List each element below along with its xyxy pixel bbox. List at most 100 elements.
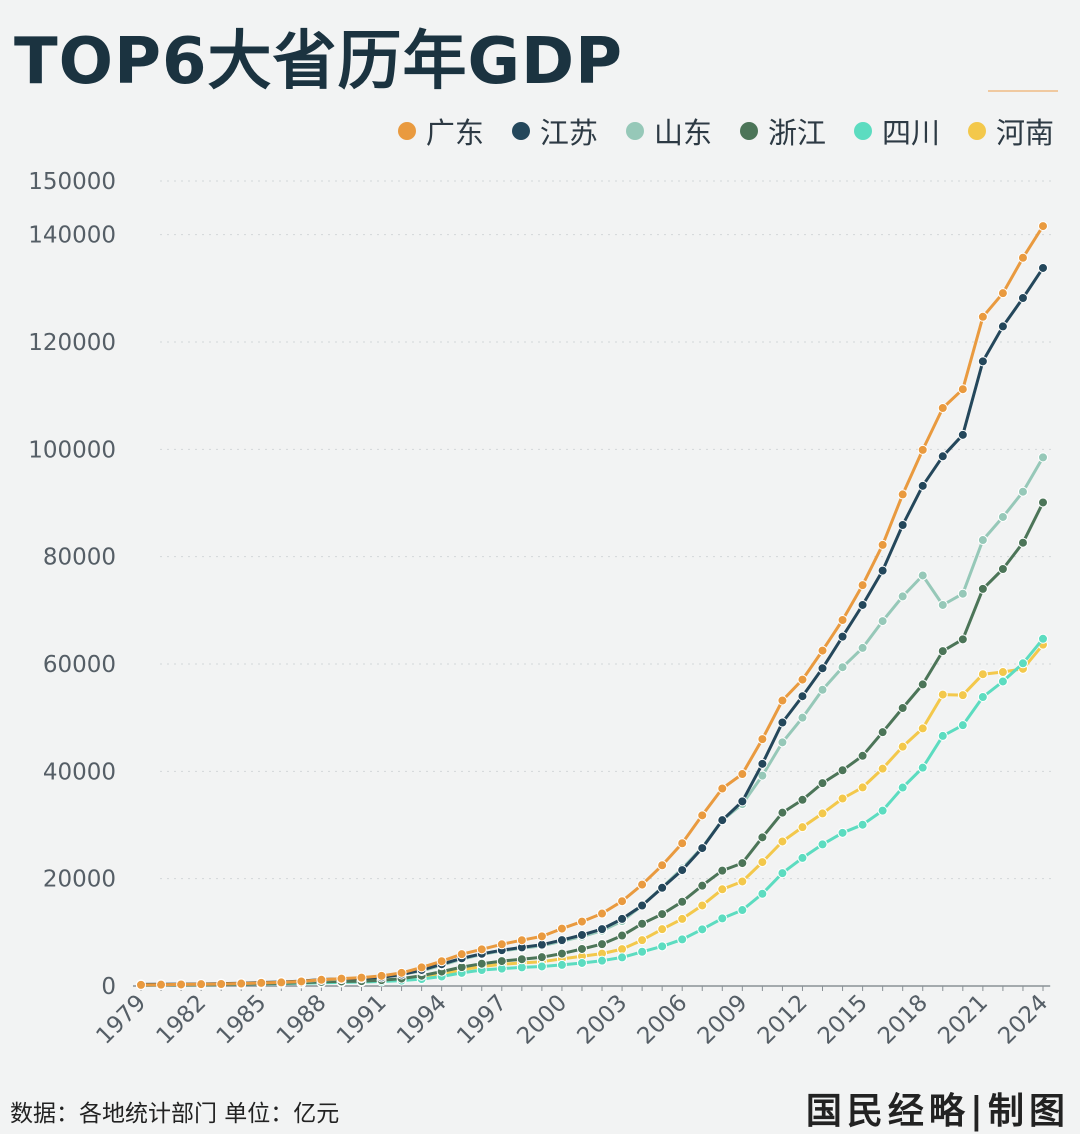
y-tick-label: 40000 — [43, 759, 116, 785]
data-point — [957, 690, 968, 701]
data-point — [476, 944, 487, 955]
data-point — [937, 403, 948, 414]
data-point — [697, 900, 708, 911]
data-point — [997, 667, 1008, 678]
data-point — [1017, 658, 1028, 669]
data-point — [817, 808, 828, 819]
data-point — [556, 948, 567, 959]
series — [136, 633, 1048, 991]
data-point — [356, 972, 367, 983]
data-point — [236, 978, 247, 989]
data-point — [777, 836, 788, 847]
data-point — [757, 758, 768, 769]
data-point — [657, 941, 668, 952]
data-point — [917, 570, 928, 581]
x-tick-label: 1982 — [152, 990, 212, 1050]
data-point — [777, 868, 788, 879]
data-point — [957, 588, 968, 599]
data-point — [1017, 486, 1028, 497]
data-point — [1038, 262, 1048, 273]
data-point — [877, 805, 888, 816]
data-point — [336, 973, 347, 984]
data-point — [897, 741, 908, 752]
data-point — [496, 956, 507, 967]
data-point — [556, 959, 567, 970]
data-point — [156, 979, 167, 990]
data-point — [576, 943, 587, 954]
data-point — [276, 977, 287, 988]
data-point — [657, 860, 668, 871]
x-tick-label: 2012 — [753, 990, 813, 1050]
data-point — [176, 979, 187, 990]
data-point — [256, 977, 267, 988]
x-tick-label: 2003 — [573, 990, 633, 1050]
data-point — [536, 961, 547, 972]
series-line — [140, 456, 1045, 987]
data-point — [837, 827, 848, 838]
data-point — [797, 691, 808, 702]
data-point — [1017, 537, 1028, 548]
series — [136, 452, 1048, 990]
data-point — [977, 669, 988, 680]
data-point — [857, 599, 868, 610]
data-point — [516, 954, 527, 965]
data-point — [917, 480, 928, 491]
data-point — [617, 944, 628, 955]
y-tick-label: 60000 — [43, 652, 116, 678]
data-point — [937, 646, 948, 657]
data-point — [376, 970, 387, 981]
x-axis: 1979 1982 1985 1988 1991 1994 1997 2000 2003 2006… — [91, 986, 1053, 1050]
legend-label: 山东 — [653, 116, 712, 150]
data-point — [797, 794, 808, 805]
data-point — [877, 727, 888, 738]
data-point — [1038, 633, 1048, 644]
data-point — [877, 763, 888, 774]
y-tick-label: 150000 — [28, 169, 116, 195]
data-point — [897, 489, 908, 500]
series — [136, 639, 1048, 990]
legend-label: 广东 — [425, 116, 484, 150]
data-point — [817, 663, 828, 674]
data-point — [717, 865, 728, 876]
data-point — [556, 935, 567, 946]
series-line — [140, 225, 1045, 987]
data-point — [757, 857, 768, 868]
data-point — [456, 949, 467, 960]
data-point — [957, 384, 968, 395]
data-point — [717, 884, 728, 895]
data-point — [977, 692, 988, 703]
data-point — [657, 882, 668, 893]
decorative-rule — [988, 90, 1058, 92]
x-tick-label: 2015 — [813, 990, 873, 1050]
y-axis: 0 20000 40000 60000 80000 100000 120000 140000 1… — [28, 169, 116, 1000]
data-point — [617, 913, 628, 924]
data-point — [536, 931, 547, 942]
data-point — [637, 918, 648, 929]
data-point — [717, 815, 728, 826]
y-tick-label: 0 — [101, 974, 116, 1000]
x-tick-label: 2006 — [633, 990, 693, 1050]
data-point — [396, 967, 407, 978]
data-point — [977, 311, 988, 322]
x-tick-label: 1991 — [332, 990, 392, 1050]
data-point — [576, 929, 587, 940]
data-point — [316, 974, 327, 985]
data-point — [957, 429, 968, 440]
data-point — [857, 819, 868, 830]
data-point — [817, 839, 828, 850]
data-point — [717, 783, 728, 794]
legend-swatch — [967, 122, 986, 140]
data-point — [717, 913, 728, 924]
data-point — [697, 810, 708, 821]
y-tick-label: 20000 — [43, 867, 116, 893]
data-point — [677, 934, 688, 945]
data-point — [737, 876, 748, 887]
data-point — [857, 750, 868, 761]
data-point — [897, 591, 908, 602]
data-point — [637, 900, 648, 911]
data-point — [937, 730, 948, 741]
data-point — [677, 865, 688, 876]
data-point — [576, 916, 587, 927]
data-point — [657, 909, 668, 920]
x-tick-label: 2000 — [512, 990, 572, 1050]
